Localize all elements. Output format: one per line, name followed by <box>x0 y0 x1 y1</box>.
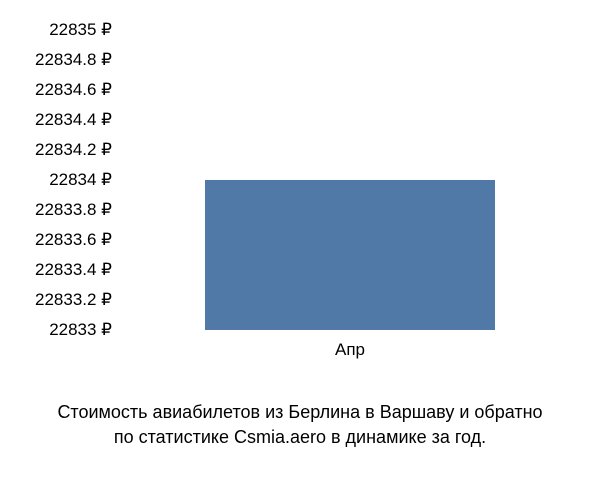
y-tick: 22833.4 ₽ <box>35 260 112 280</box>
chart-caption: Стоимость авиабилетов из Берлина в Варша… <box>0 400 600 450</box>
y-tick: 22835 ₽ <box>49 20 112 40</box>
y-tick: 22834.6 ₽ <box>35 80 112 100</box>
y-tick: 22833 ₽ <box>49 320 112 340</box>
x-tick-label: Апр <box>335 340 365 360</box>
price-chart: 22835 ₽ 22834.8 ₽ 22834.6 ₽ 22834.4 ₽ 22… <box>0 0 600 500</box>
y-tick: 22834.4 ₽ <box>35 110 112 130</box>
y-tick: 22834 ₽ <box>49 170 112 190</box>
caption-line2: по статистике Csmia.aero в динамике за г… <box>114 427 486 447</box>
y-tick: 22834.2 ₽ <box>35 140 112 160</box>
y-tick: 22833.6 ₽ <box>35 230 112 250</box>
y-tick: 22833.8 ₽ <box>35 200 112 220</box>
caption-line1: Стоимость авиабилетов из Берлина в Варша… <box>57 402 542 422</box>
y-tick: 22834.8 ₽ <box>35 50 112 70</box>
plot-area <box>120 30 580 330</box>
y-tick: 22833.2 ₽ <box>35 290 112 310</box>
bar-apr <box>205 180 495 330</box>
